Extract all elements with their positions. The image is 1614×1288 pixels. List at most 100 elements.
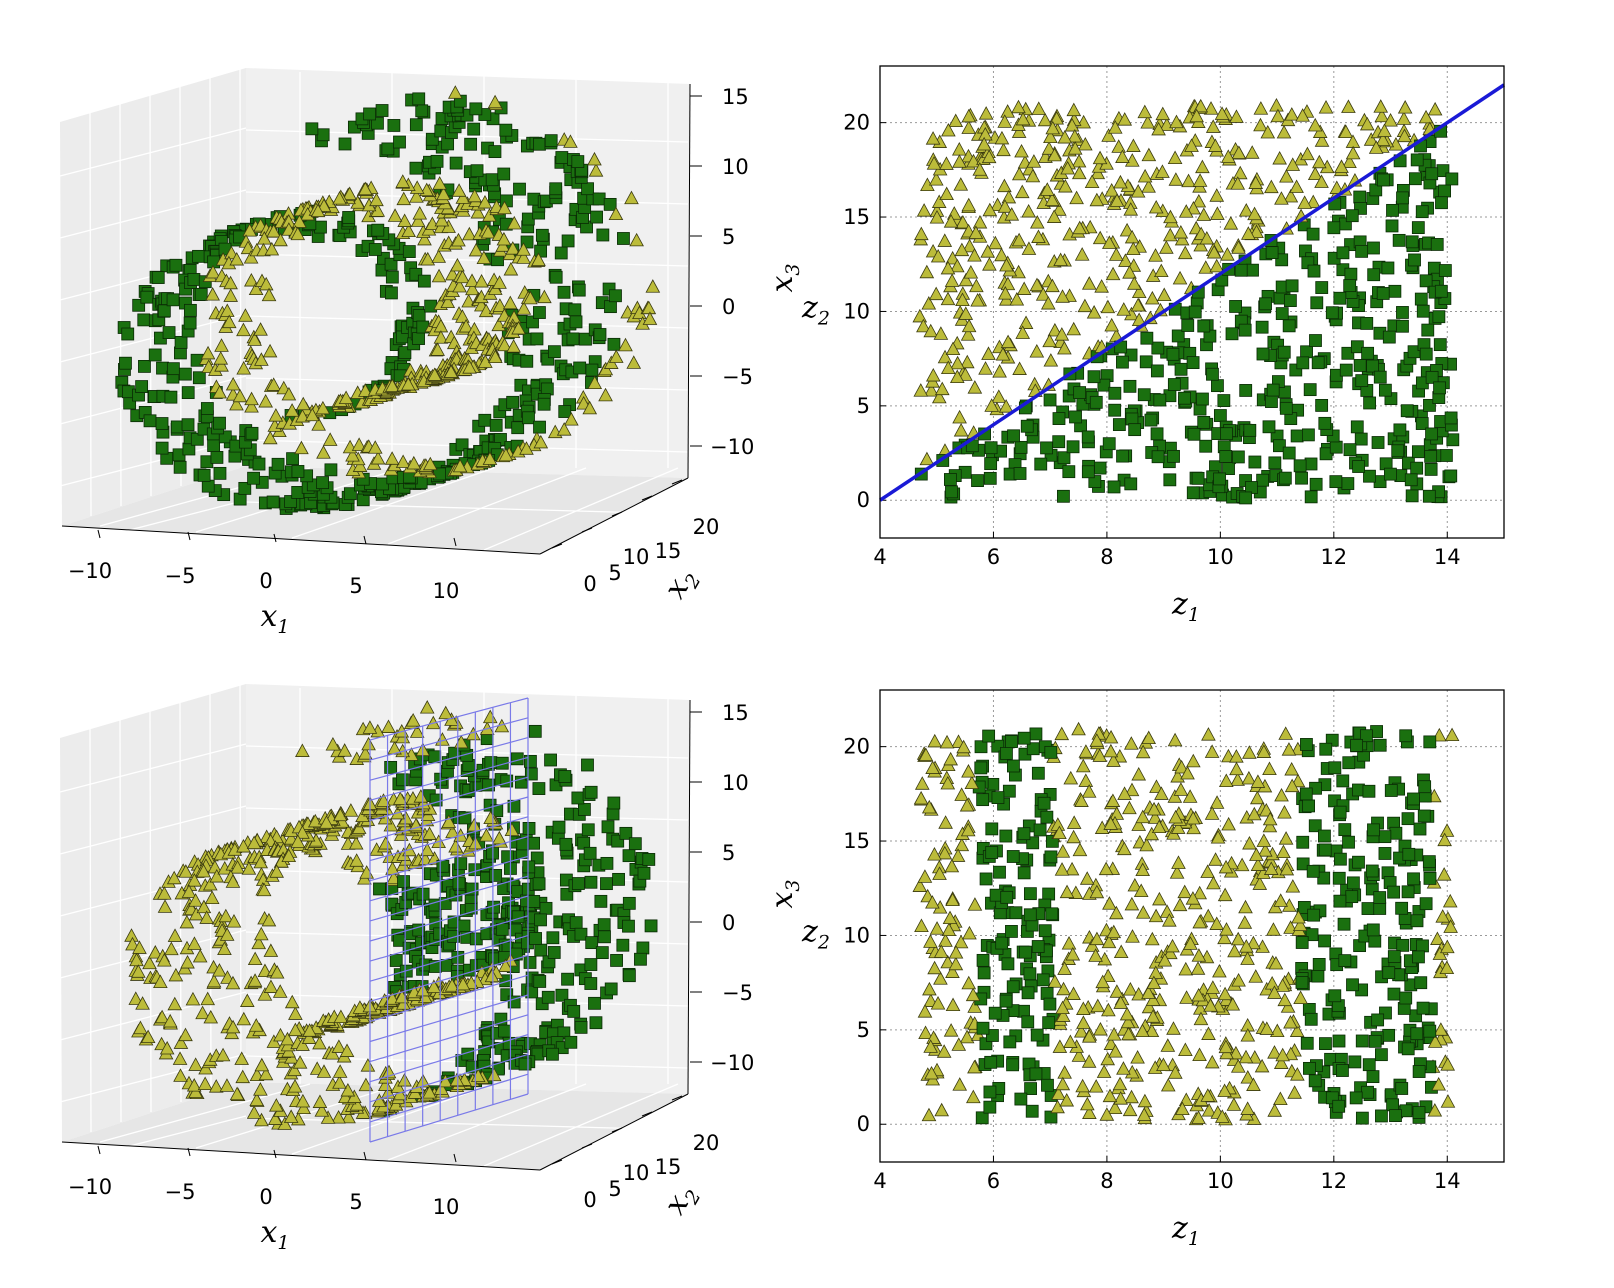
triangle-point [452, 458, 468, 473]
square-point [1013, 467, 1027, 480]
triangle-point [1189, 108, 1204, 123]
triangle-point [1247, 206, 1262, 221]
square-point [1206, 367, 1219, 381]
square-point [532, 877, 546, 891]
x-tick-label: 12 [1320, 1169, 1347, 1193]
triangle-point [254, 1057, 270, 1072]
triangle-point [1160, 1077, 1176, 1092]
triangle-point [1170, 820, 1186, 834]
square-point [343, 487, 357, 501]
triangle-point [1169, 114, 1184, 129]
square-point [534, 943, 548, 957]
square-point [1033, 823, 1047, 837]
triangle-point [564, 412, 579, 426]
triangle-point [1066, 321, 1082, 336]
triangle-point [248, 1018, 264, 1032]
square-point [1304, 457, 1318, 471]
triangle-point [1220, 149, 1236, 163]
square-point [464, 137, 478, 151]
square-point [1407, 872, 1420, 886]
x-tick-label: 8 [1100, 1169, 1113, 1193]
pane-gridline [89, 112, 92, 517]
triangle-point [1363, 132, 1379, 146]
square-point [488, 145, 502, 159]
triangle-point [930, 248, 946, 263]
triangle-point [1015, 325, 1031, 339]
square-point [157, 304, 171, 318]
triangle-point [1284, 107, 1300, 121]
square-point [600, 877, 613, 891]
square-point [1305, 928, 1319, 942]
triangle-point [187, 936, 202, 950]
triangle-point [929, 921, 945, 935]
square-point [1419, 274, 1433, 288]
triangle-point [919, 264, 935, 279]
triangle-point [941, 922, 957, 937]
x-tick-label: 12 [1320, 545, 1347, 569]
triangle-point [268, 408, 284, 422]
triangle-point [919, 451, 935, 466]
pane-gridline [59, 991, 247, 1041]
square-point [1081, 430, 1095, 444]
triangle-point [1432, 946, 1448, 960]
x2-tick [551, 1159, 563, 1165]
triangle-point [486, 1067, 502, 1082]
triangle-point [162, 1013, 178, 1028]
square-point [457, 919, 471, 933]
triangle-point [214, 358, 229, 372]
square-point [993, 865, 1006, 879]
square-point [1310, 296, 1324, 310]
square-point [1352, 460, 1365, 473]
square-point [584, 977, 598, 990]
square-point [155, 441, 169, 455]
triangle-point [1267, 985, 1282, 999]
triangle-point [968, 225, 984, 239]
triangle-point [1295, 108, 1310, 122]
square-point [595, 946, 609, 960]
triangle-point [420, 251, 436, 266]
x3-tick-label: 10 [722, 155, 749, 179]
square-point [991, 791, 1005, 805]
triangle-point [931, 389, 947, 404]
plane-gridline [369, 1073, 529, 1123]
x2-tick [641, 1111, 653, 1117]
triangle-point [288, 1006, 303, 1020]
triangle-point [342, 186, 357, 201]
triangle-point [1151, 819, 1167, 834]
square-point [590, 210, 603, 224]
square-point [564, 1035, 578, 1049]
square-point [428, 750, 442, 764]
square-point [1000, 746, 1013, 760]
triangle-point [200, 345, 216, 360]
square-point [1418, 780, 1432, 794]
x2-axis-line [539, 477, 689, 555]
triangle-point [1244, 145, 1260, 159]
triangle-point [1300, 146, 1315, 161]
square-point [1382, 966, 1396, 980]
triangle-point [1253, 117, 1268, 132]
square-point [469, 102, 483, 116]
triangle-point [961, 108, 977, 123]
triangle-point [218, 908, 234, 923]
triangle-point [1047, 974, 1063, 988]
square-point [1367, 823, 1380, 837]
square-point [506, 395, 520, 409]
square-point [569, 916, 583, 930]
square-point [1405, 235, 1419, 249]
square-point [324, 463, 338, 477]
triangle-point [1246, 935, 1261, 950]
triangle-point [1077, 298, 1093, 313]
triangle-point [247, 332, 262, 346]
square-point [1410, 914, 1424, 928]
square-point [566, 332, 580, 346]
triangle-point [1135, 862, 1151, 877]
triangle-point [358, 746, 373, 760]
square-point [533, 137, 546, 151]
square-point [174, 335, 188, 349]
square-point [583, 846, 597, 860]
square-point [581, 823, 595, 837]
triangle-point [1095, 974, 1111, 989]
square-point [173, 460, 187, 474]
triangle-point [1275, 978, 1290, 992]
triangle-point [1287, 1085, 1302, 1099]
